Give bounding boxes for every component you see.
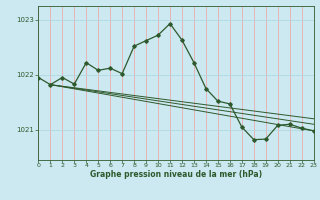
X-axis label: Graphe pression niveau de la mer (hPa): Graphe pression niveau de la mer (hPa) <box>90 170 262 179</box>
